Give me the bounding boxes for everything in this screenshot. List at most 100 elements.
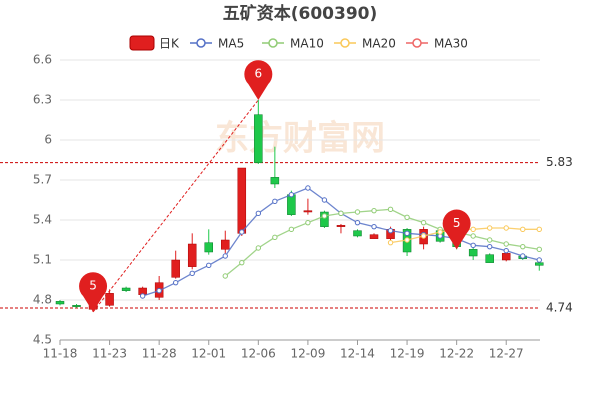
ma-point <box>156 287 162 294</box>
ma-point <box>255 245 262 251</box>
chart-title: 五矿资本(600390) <box>223 3 378 24</box>
ma-point <box>404 237 410 243</box>
ma-point <box>486 243 493 250</box>
annotation-pin <box>79 272 108 312</box>
ma-point <box>520 226 526 233</box>
annotation-pin <box>442 209 471 250</box>
reference-label: 4.74 <box>546 301 573 315</box>
y-tick-label: 5.4 <box>33 213 52 227</box>
x-tick-label: 12-27 <box>489 347 524 361</box>
ma-point <box>354 209 361 215</box>
ma-point <box>387 227 394 234</box>
ma-point <box>354 219 361 226</box>
ma-point <box>520 243 526 250</box>
ma-point <box>387 206 394 213</box>
candle-body <box>237 167 247 234</box>
x-tick-label: 12-22 <box>439 347 474 361</box>
legend-marker <box>268 38 278 48</box>
x-tick-label: 12-01 <box>191 347 226 361</box>
ma-point <box>503 247 509 254</box>
ma-point <box>470 226 476 233</box>
candle-body <box>254 114 263 163</box>
x-tick-label: 11-23 <box>92 347 127 361</box>
ma-point <box>486 237 493 243</box>
y-tick-label: 6 <box>44 133 52 147</box>
candle-body <box>535 262 544 266</box>
y-tick-label: 4.8 <box>33 293 52 307</box>
annotation-label: 5 <box>89 279 97 293</box>
reference-label: 5.83 <box>546 155 573 169</box>
ma-point <box>239 259 245 266</box>
candle-body <box>485 254 494 263</box>
candle-body <box>270 177 280 185</box>
ma-point <box>404 230 410 237</box>
ma-point <box>222 273 228 279</box>
ma-point <box>288 226 295 233</box>
y-tick-label: 6.6 <box>33 53 52 67</box>
ma-point <box>503 225 509 231</box>
ma-point <box>404 214 410 221</box>
ma-point <box>486 225 493 231</box>
annotation-label: 5 <box>453 216 461 230</box>
candle-body <box>287 194 296 215</box>
candle-body <box>221 239 230 250</box>
annotation-label: 6 <box>255 67 263 81</box>
candle-body <box>105 293 114 306</box>
legend-marker <box>196 38 206 48</box>
legend-label: 日K <box>159 37 180 51</box>
y-tick-label: 5.7 <box>33 173 52 187</box>
candle-body <box>320 211 329 227</box>
ma-point <box>536 257 542 263</box>
legend-marker <box>412 38 422 48</box>
ma-point <box>420 219 427 226</box>
legend-label: MA10 <box>290 37 324 51</box>
ma-point <box>503 241 509 247</box>
y-tick-label: 6.3 <box>33 93 52 107</box>
y-tick-label: 5.1 <box>33 253 52 267</box>
legend-label: MA20 <box>362 37 396 51</box>
candle-body <box>171 259 180 278</box>
ma-point <box>387 239 394 246</box>
ma-point <box>536 226 542 233</box>
ma-point <box>305 219 311 226</box>
candle-body <box>187 243 197 267</box>
ma-point <box>437 229 443 235</box>
legend-marker <box>340 38 350 48</box>
ma-point <box>288 191 295 198</box>
ma-point <box>536 246 542 253</box>
y-tick-label: 4.5 <box>33 333 52 347</box>
candle-body <box>55 301 65 305</box>
candle-body <box>501 253 511 261</box>
ma-line <box>142 187 540 297</box>
x-tick-label: 12-19 <box>390 347 425 361</box>
watermark: 东方财富网 <box>215 119 385 159</box>
x-tick-label: 12-09 <box>290 347 325 361</box>
x-tick-label: 11-28 <box>142 347 177 361</box>
ma-point <box>321 197 328 203</box>
legend-label: MA30 <box>434 37 468 51</box>
ma-point <box>338 210 344 217</box>
legend-swatch <box>129 35 155 51</box>
candle-body <box>121 287 131 291</box>
candle-body <box>369 234 379 239</box>
ma-point <box>272 198 278 205</box>
ma-point <box>321 213 328 219</box>
legend-label: MA5 <box>218 37 244 51</box>
ma-point <box>470 233 476 239</box>
annotation-pin <box>244 60 273 100</box>
candle-body <box>468 249 478 257</box>
candle-body <box>353 230 362 237</box>
candle-body <box>303 210 313 213</box>
candle-body <box>336 225 346 227</box>
ma-point <box>520 253 526 259</box>
ma-line <box>224 208 540 277</box>
ma-point <box>420 233 427 239</box>
ma-point <box>172 279 179 286</box>
ma-point <box>470 242 476 249</box>
candle-body <box>204 242 213 253</box>
ma-point <box>272 234 278 241</box>
ma-point <box>206 262 212 269</box>
candle-body <box>72 305 81 307</box>
x-tick-label: 12-14 <box>340 347 375 361</box>
